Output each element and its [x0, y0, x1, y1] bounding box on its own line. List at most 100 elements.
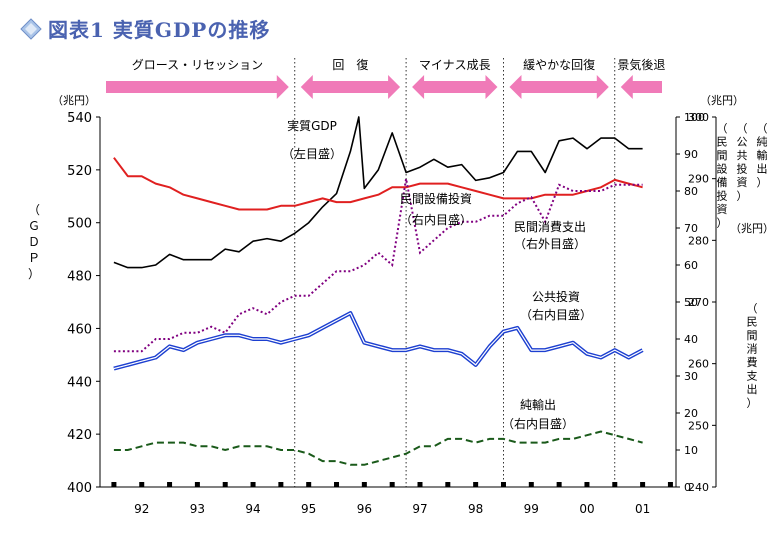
phase-label: 回 復: [332, 57, 368, 72]
title-text: 図表1 実質GDPの推移: [48, 18, 271, 42]
right-upper-label-char: 公: [737, 136, 748, 149]
series-note-民間消費支出: （右外目盛）: [514, 236, 586, 251]
x-tick-mark: [222, 482, 228, 487]
series-note-実質GDP: （左目盛）: [282, 146, 342, 161]
series-line-公共投資-inner: [113, 312, 643, 370]
x-tick-label: 97: [412, 502, 427, 516]
x-tick-mark: [389, 482, 395, 487]
phase-arrow: [412, 75, 498, 99]
left-tick-label: 540: [67, 111, 92, 126]
series-line-民間設備投資: [113, 157, 643, 211]
x-tick-mark: [250, 482, 256, 487]
x-tick-mark: [445, 482, 451, 487]
left-axis-label-char: Ｄ: [28, 235, 40, 249]
x-tick-label: 94: [245, 502, 260, 516]
right-outer-label-char: 支: [747, 370, 758, 383]
phase-label: マイナス成長: [419, 58, 491, 72]
right-outer-label-char: 民: [747, 316, 758, 329]
right-upper-label-char: ）: [757, 176, 768, 189]
phase-label: 景気後退: [617, 57, 665, 72]
right-upper-label-char: 投: [737, 162, 748, 176]
left-tick-label: 460: [67, 322, 92, 337]
series-name-民間設備投資: 民間設備投資: [400, 191, 472, 206]
right-upper-label-char: ）: [737, 190, 748, 203]
x-tick-mark: [417, 482, 423, 487]
series-name-実質GDP: 実質GDP: [287, 118, 337, 133]
left-tick-label: 520: [67, 164, 92, 179]
series-name-民間消費支出: 民間消費支出: [514, 219, 586, 234]
right-outer-tick-label: 300: [688, 111, 709, 124]
series-note-純輸出: （右内目盛）: [502, 416, 574, 431]
left-tick-label: 400: [67, 481, 92, 496]
right-inner-tick-label: 40: [684, 333, 698, 346]
left-tick-label: 420: [67, 428, 92, 443]
x-tick-label: 93: [190, 502, 205, 516]
x-tick-mark: [194, 482, 200, 487]
right-upper-label-char: ）: [717, 217, 728, 230]
x-tick-mark: [640, 482, 646, 487]
right-outer-label-char: 消: [747, 342, 758, 356]
series-note-民間設備投資: （右内目盛）: [400, 212, 472, 227]
phase-label: 緩やかな回復: [523, 57, 595, 72]
series-note-公共投資: （右内目盛）: [520, 307, 592, 322]
series-line-純輸出: [113, 430, 643, 466]
right-upper-label-char: 設: [717, 162, 728, 176]
phase-arrow: [300, 75, 401, 99]
right-upper-label-char: 共: [737, 149, 748, 162]
x-tick-mark: [473, 482, 479, 487]
right-inner-tick-label: 100: [684, 111, 705, 124]
right-upper-label-char: 備: [717, 176, 728, 189]
right-outer-label-char: （: [747, 302, 758, 315]
x-tick-label: 95: [301, 502, 316, 516]
series-line-民間消費支出: [113, 178, 643, 353]
series-name-純輸出: 純輸出: [520, 397, 556, 412]
right-upper-label-char: （: [757, 122, 768, 135]
left-axis-label-char: Ｐ: [28, 251, 40, 265]
right-inner-tick-label: 20: [684, 407, 698, 420]
right-inner-tick-label: 0: [684, 481, 691, 494]
x-tick-mark: [139, 482, 145, 487]
x-tick-mark: [167, 482, 173, 487]
left-axis-label-char: ）: [28, 267, 40, 281]
right-outer-tick-label: 260: [688, 358, 709, 371]
phase-label: グロース・リセッション: [132, 58, 263, 72]
right-upper-label-char: （: [717, 122, 728, 135]
x-tick-mark: [500, 482, 506, 487]
left-tick-label: 480: [67, 270, 92, 285]
x-tick-mark: [111, 482, 117, 487]
right-inner-tick-label: 60: [684, 259, 698, 272]
phase-arrow: [509, 75, 609, 99]
left-tick-label: 500: [67, 217, 92, 232]
right-outer-axis-unit: （兆円）: [730, 222, 774, 235]
right-outer-tick-label: 280: [688, 234, 709, 247]
right-inner-tick-label: 50: [684, 296, 698, 309]
right-inner-tick-label: 70: [684, 222, 698, 235]
x-tick-label: 01: [635, 502, 650, 516]
x-tick-mark: [278, 482, 284, 487]
right-outer-tick-label: 240: [688, 481, 709, 494]
x-tick-mark: [528, 482, 534, 487]
left-tick-label: 440: [67, 375, 92, 390]
right-inner-axis-unit: （兆円）: [700, 94, 744, 107]
right-outer-tick-label: 250: [688, 419, 709, 432]
left-axis-unit: （兆円）: [52, 94, 96, 107]
x-tick-mark: [361, 482, 367, 487]
left-axis-label-char: （: [28, 203, 40, 217]
left-axis-label-char: Ｇ: [28, 219, 40, 233]
right-upper-label-char: 資: [717, 203, 728, 216]
x-tick-mark: [612, 482, 618, 487]
phase-arrow: [106, 75, 289, 99]
x-tick-mark: [667, 482, 673, 487]
right-outer-label-char: ）: [747, 397, 758, 410]
right-outer-label-char: 出: [747, 382, 758, 396]
right-upper-label-char: 輸: [757, 148, 768, 162]
right-upper-label-char: 純: [757, 136, 768, 149]
x-tick-label: 99: [524, 502, 539, 516]
x-tick-label: 92: [134, 502, 149, 516]
x-tick-label: 96: [357, 502, 372, 516]
phase-arrow: [620, 75, 662, 99]
right-inner-tick-label: 90: [684, 148, 698, 161]
chart-title: 図表1 実質GDPの推移: [20, 14, 270, 43]
right-upper-label-char: （: [737, 122, 748, 135]
